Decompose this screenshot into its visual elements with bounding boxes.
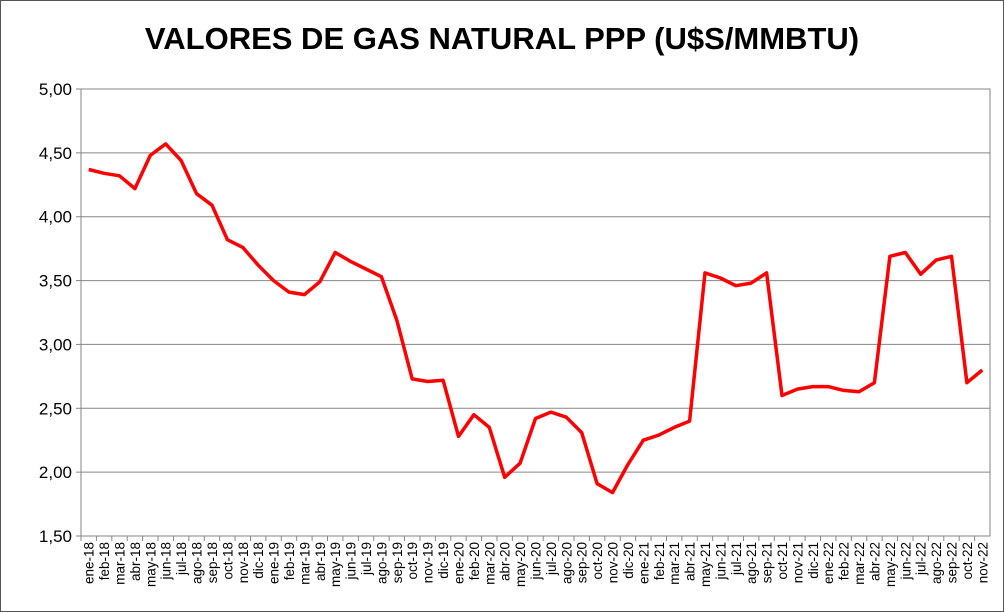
x-tick-label: feb-20 bbox=[467, 542, 482, 580]
x-tick-label: abr-22 bbox=[867, 542, 882, 581]
x-tick-label: ago-21 bbox=[744, 542, 759, 584]
x-tick-label: jun-21 bbox=[713, 542, 728, 581]
x-tick-label: nov-20 bbox=[606, 542, 621, 583]
plot-area bbox=[80, 88, 991, 537]
x-tick-label: jul-19 bbox=[359, 542, 374, 576]
x-tick-label: jun-18 bbox=[159, 542, 174, 581]
y-tick-label: 2,50 bbox=[39, 399, 72, 418]
x-tick-label: sep-20 bbox=[575, 542, 590, 583]
x-tick-label: ago-18 bbox=[190, 542, 205, 584]
x-tick-label: mar-18 bbox=[113, 542, 128, 585]
x-tick-label: may-21 bbox=[698, 542, 713, 587]
x-tick-label: ene-20 bbox=[451, 542, 466, 584]
x-tick-label: sep-18 bbox=[205, 542, 220, 583]
x-tick-label: may-22 bbox=[883, 542, 898, 587]
y-tick-label: 4,00 bbox=[39, 208, 72, 227]
x-tick-label: jul-21 bbox=[729, 542, 744, 576]
x-tick-label: sep-22 bbox=[944, 542, 959, 583]
x-tick-label: nov-21 bbox=[790, 542, 805, 583]
x-tick-label: oct-19 bbox=[405, 542, 420, 580]
x-tick-label: ene-22 bbox=[821, 542, 836, 584]
series-line bbox=[88, 142, 984, 495]
x-tick-label: dic-20 bbox=[621, 542, 636, 579]
x-tick-label: abr-20 bbox=[498, 542, 513, 581]
x-tick-label: jul-18 bbox=[174, 542, 189, 576]
y-tick-label: 2,00 bbox=[39, 463, 72, 482]
x-tick-label: ene-18 bbox=[82, 542, 97, 584]
x-tick-label: abr-21 bbox=[683, 542, 698, 581]
x-tick-label: abr-19 bbox=[313, 542, 328, 581]
y-tick-label: 5,00 bbox=[39, 80, 72, 99]
y-tick-label: 1,50 bbox=[39, 527, 72, 546]
x-tick-label: ago-19 bbox=[374, 542, 389, 584]
x-tick-label: dic-18 bbox=[251, 542, 266, 579]
x-tick-label: ene-21 bbox=[636, 542, 651, 584]
x-tick-label: feb-19 bbox=[282, 542, 297, 580]
x-tick-label: mar-22 bbox=[852, 542, 867, 585]
x-tick-label: mar-21 bbox=[667, 542, 682, 585]
y-tick-label: 3,50 bbox=[39, 272, 72, 291]
x-tick-label: abr-18 bbox=[128, 542, 143, 581]
y-tick-label: 3,00 bbox=[39, 335, 72, 354]
chart-title: VALORES DE GAS NATURAL PPP (U$S/MMBTU) bbox=[144, 21, 860, 56]
x-tick-label: feb-21 bbox=[652, 542, 667, 580]
y-tick-label: 4,50 bbox=[39, 144, 72, 163]
x-tick-label: jun-22 bbox=[898, 542, 913, 581]
x-tick-label: nov-22 bbox=[975, 542, 990, 583]
x-tick-label: jul-20 bbox=[544, 542, 559, 576]
x-tick-label: feb-18 bbox=[97, 542, 112, 580]
x-tick-label: mar-19 bbox=[297, 542, 312, 585]
x-tick-label: mar-20 bbox=[482, 542, 497, 585]
x-tick-label: jun-19 bbox=[344, 542, 359, 581]
x-tick-label: nov-18 bbox=[236, 542, 251, 583]
x-tick-label: jul-22 bbox=[914, 542, 929, 576]
x-tick-label: dic-19 bbox=[436, 542, 451, 579]
x-tick-label: oct-18 bbox=[220, 542, 235, 580]
x-tick-label: oct-21 bbox=[775, 542, 790, 580]
x-tick-label: oct-22 bbox=[960, 542, 975, 580]
x-tick-label: oct-20 bbox=[590, 542, 605, 580]
x-tick-label: feb-22 bbox=[837, 542, 852, 580]
x-tick-label: jun-20 bbox=[529, 542, 544, 581]
x-tick-label: sep-19 bbox=[390, 542, 405, 583]
x-tick-label: ago-22 bbox=[929, 542, 944, 584]
x-tick-label: sep-21 bbox=[760, 542, 775, 583]
x-tick-label: ene-19 bbox=[267, 542, 282, 584]
x-tick-label: ago-20 bbox=[559, 542, 574, 584]
x-tick-label: may-20 bbox=[513, 542, 528, 587]
x-tick-label: dic-21 bbox=[806, 542, 821, 579]
x-tick-label: nov-19 bbox=[421, 542, 436, 583]
x-tick-label: may-19 bbox=[328, 542, 343, 587]
x-tick-label: may-18 bbox=[143, 542, 158, 587]
